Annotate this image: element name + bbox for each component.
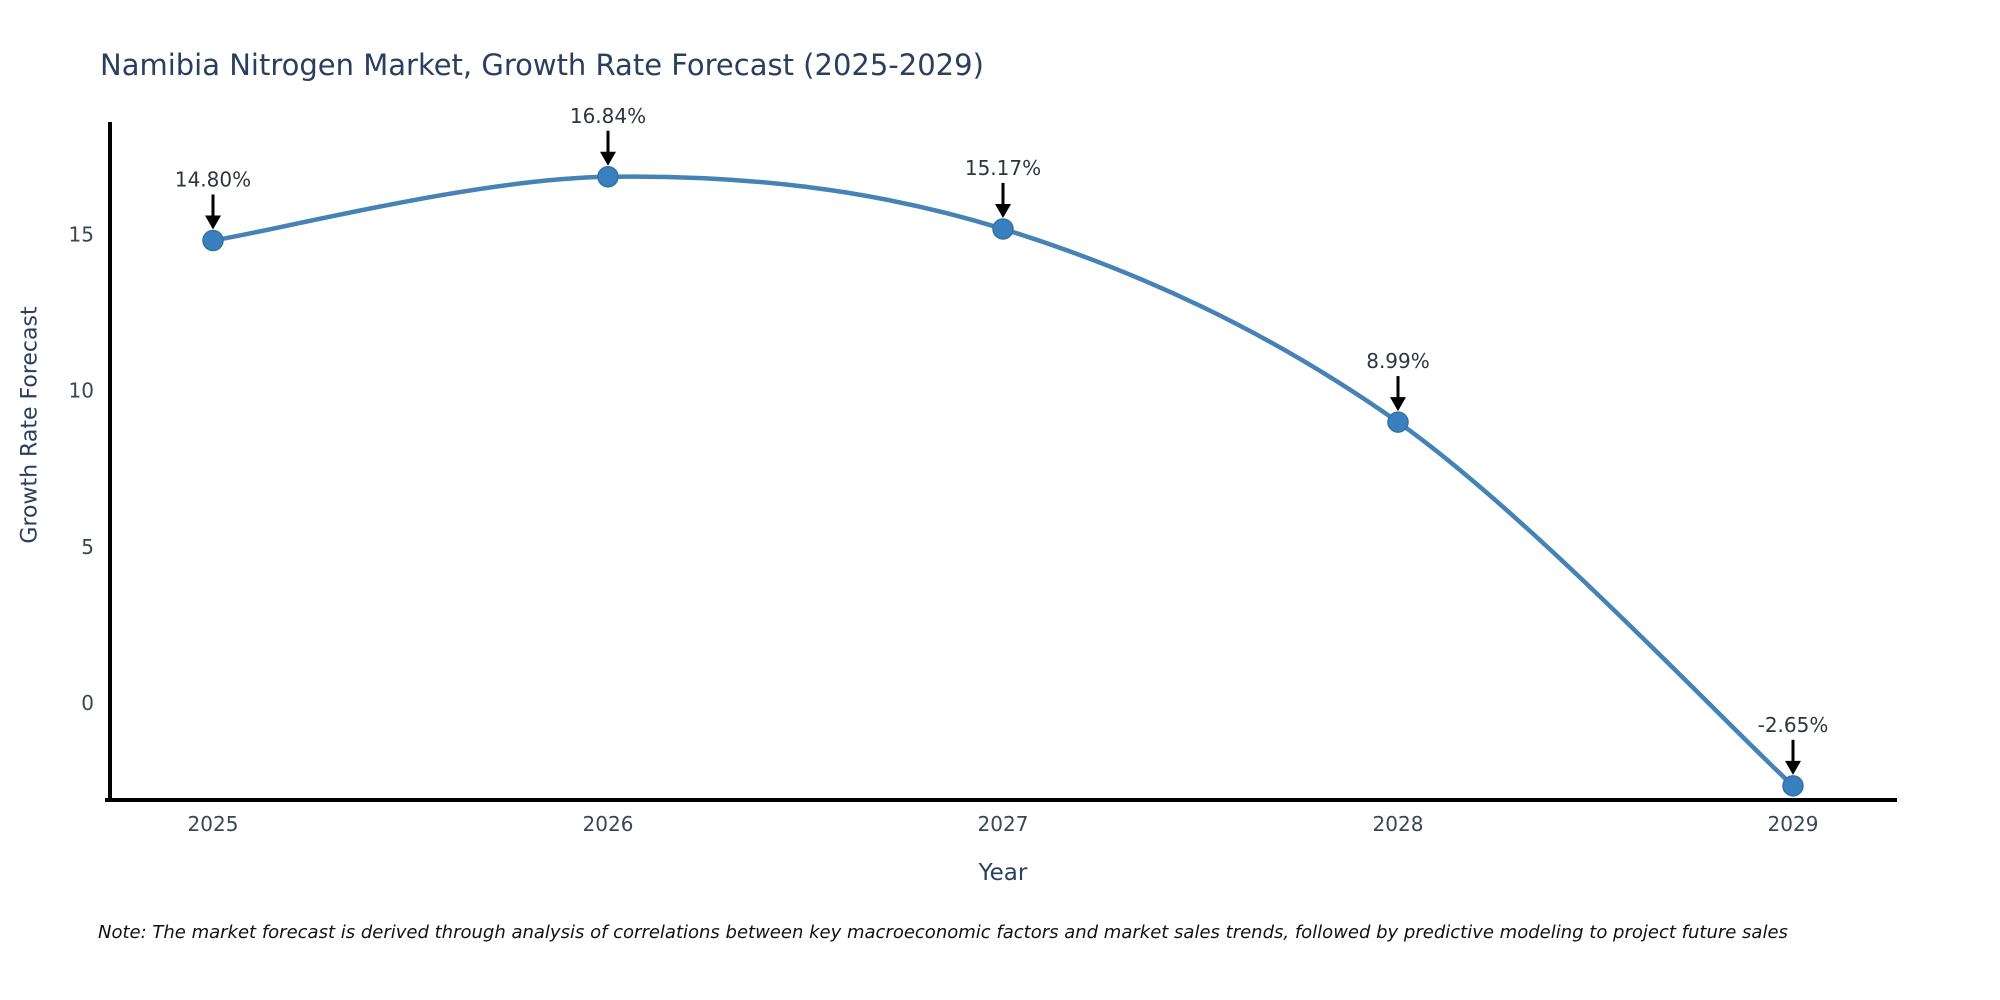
y-tick-label: 5 — [81, 535, 94, 559]
y-tick-label: 15 — [69, 222, 94, 246]
data-point-marker — [202, 229, 224, 252]
annotation-label: 8.99% — [1366, 349, 1430, 373]
y-tick-label: 10 — [69, 379, 94, 403]
chart-title: Namibia Nitrogen Market, Growth Rate For… — [100, 48, 984, 82]
x-tick-label: 2027 — [978, 812, 1029, 836]
x-tick-label: 2025 — [188, 812, 239, 836]
data-point-marker — [992, 218, 1014, 240]
annotation-label: 16.84% — [570, 104, 646, 128]
annotation-label: -2.65% — [1758, 713, 1829, 737]
data-point-marker — [1782, 775, 1804, 797]
x-axis-title: Year — [978, 860, 1028, 886]
footnote: Note: The market forecast is derived thr… — [98, 922, 1788, 943]
annotation-arrowhead — [600, 151, 616, 166]
annotation-arrowhead — [1390, 397, 1406, 412]
annotation-arrowhead — [995, 203, 1011, 218]
trend-line — [210, 174, 1796, 789]
y-tick-label: 0 — [81, 691, 94, 715]
x-tick-label: 2026 — [583, 812, 634, 836]
annotation-label: 14.80% — [175, 168, 251, 192]
x-tick-label: 2028 — [1373, 812, 1424, 836]
annotation-label: 15.17% — [965, 156, 1041, 180]
data-point-marker — [597, 166, 619, 188]
x-tick-label: 2029 — [1768, 812, 1819, 836]
annotation-arrowhead — [205, 215, 221, 230]
data-point-marker — [1387, 411, 1409, 433]
annotation-arrowhead — [1785, 760, 1801, 775]
